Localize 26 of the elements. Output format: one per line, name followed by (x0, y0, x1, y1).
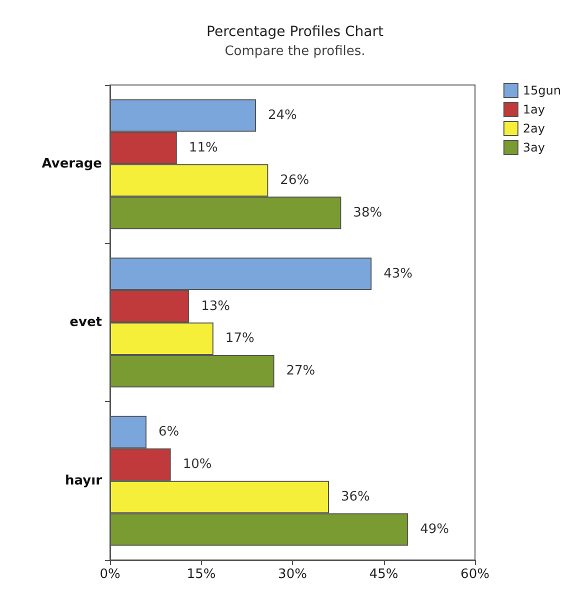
data-label: 43% (384, 266, 412, 282)
y-tick-label: evet (70, 315, 102, 330)
data-label: 13% (201, 298, 230, 314)
x-tick-label: 45% (369, 567, 398, 582)
chart-subtitle: Compare the profiles. (224, 44, 366, 59)
data-label: 24% (268, 108, 297, 123)
data-label: 38% (353, 205, 382, 220)
x-tick-label: 15% (186, 567, 216, 582)
data-label: 17% (225, 331, 254, 346)
data-label: 49% (420, 522, 449, 538)
data-label: 6% (158, 424, 180, 440)
x-tick-label: 60% (460, 567, 490, 582)
data-label: 11% (188, 140, 218, 156)
y-tick-label: Average (42, 156, 102, 172)
y-tick-label: hayır (65, 473, 103, 488)
x-tick-label: 0% (100, 567, 120, 582)
data-label: 10% (182, 457, 212, 472)
chart-title: Percentage Profiles Chart (206, 24, 384, 40)
data-label: 36% (341, 490, 370, 505)
legend-label: 3ay (522, 140, 545, 154)
legend-label: 2ay (522, 122, 545, 136)
data-label: 27% (286, 364, 316, 379)
legend-label: 1ay (522, 102, 545, 116)
legend-label: 15gun (522, 84, 562, 98)
data-label: 26% (280, 172, 310, 188)
x-tick-label: 30% (278, 567, 307, 582)
